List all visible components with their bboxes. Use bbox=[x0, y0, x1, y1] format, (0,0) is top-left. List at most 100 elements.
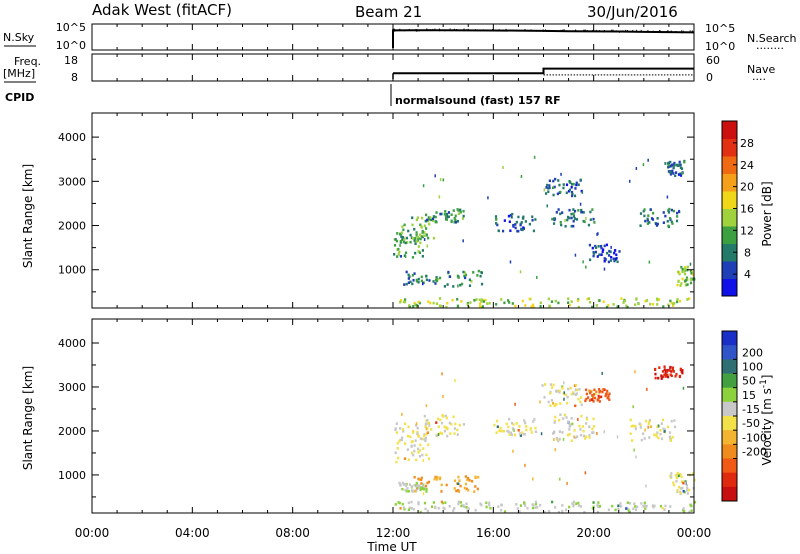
scatter-cell bbox=[394, 428, 397, 431]
scatter-cell bbox=[407, 425, 410, 429]
scatter-cell bbox=[415, 218, 418, 222]
scatter-cell bbox=[588, 258, 592, 262]
scatter-cell bbox=[482, 300, 485, 303]
scatter-cell bbox=[566, 395, 569, 399]
scatter-cell bbox=[464, 276, 467, 280]
scatter-cell bbox=[436, 278, 440, 281]
scatter-cell bbox=[692, 273, 695, 277]
scatter-cell bbox=[457, 500, 460, 504]
scatter-cell bbox=[428, 424, 431, 427]
scatter-cell bbox=[462, 239, 464, 243]
scatter-cell bbox=[558, 389, 561, 393]
scatter-cell bbox=[576, 388, 579, 392]
scatter-cell bbox=[402, 300, 405, 304]
scatter-cell bbox=[419, 486, 422, 489]
scatter-cell bbox=[690, 509, 693, 513]
scatter-cell bbox=[439, 418, 442, 422]
scatter-cell bbox=[575, 392, 578, 395]
scatter-cell bbox=[420, 487, 424, 490]
scatter-cell bbox=[505, 422, 508, 426]
scatter-cell bbox=[407, 229, 410, 233]
nsearch-point bbox=[692, 31, 694, 33]
scatter-cell bbox=[577, 183, 580, 187]
velocity-data bbox=[394, 365, 697, 514]
scatter-cell bbox=[643, 437, 646, 440]
scatter-cell bbox=[642, 504, 645, 508]
scatter-cell bbox=[477, 269, 480, 273]
range-tick-label: 4000 bbox=[58, 131, 86, 144]
scatter-cell bbox=[686, 265, 689, 269]
scatter-cell bbox=[474, 485, 477, 488]
scatter-cell bbox=[686, 278, 689, 281]
scatter-cell bbox=[480, 305, 483, 309]
scatter-cell bbox=[553, 419, 556, 423]
scatter-cell bbox=[690, 271, 693, 275]
scatter-cell bbox=[425, 490, 428, 493]
scatter-cell bbox=[562, 183, 565, 186]
scatter-cell bbox=[673, 161, 676, 165]
freq-unit-label: [MHz] bbox=[3, 67, 35, 80]
scatter-cell bbox=[688, 510, 691, 514]
nsearch-point bbox=[428, 29, 430, 31]
scatter-cell bbox=[427, 217, 430, 221]
scatter-cell bbox=[673, 425, 677, 429]
scatter-cell bbox=[518, 425, 521, 428]
scatter-cell bbox=[647, 158, 649, 162]
scatter-cell bbox=[592, 252, 596, 255]
scatter-cell bbox=[580, 208, 583, 212]
scatter-cell bbox=[593, 221, 596, 224]
scatter-cell bbox=[679, 491, 682, 495]
velocity-title-tail: ] bbox=[760, 375, 774, 380]
scatter-cell bbox=[489, 506, 492, 510]
scatter-cell bbox=[674, 474, 677, 477]
scatter-cell bbox=[662, 221, 665, 224]
scatter-cell bbox=[676, 270, 680, 274]
scatter-cell bbox=[474, 475, 477, 479]
nave-point bbox=[615, 74, 618, 76]
nsearch-point bbox=[620, 30, 622, 32]
nsearch-point bbox=[515, 29, 517, 31]
nsearch-point bbox=[542, 30, 544, 32]
scatter-cell bbox=[403, 300, 407, 304]
scatter-cell bbox=[416, 235, 420, 239]
scatter-cell bbox=[667, 209, 670, 212]
scatter-cell bbox=[641, 432, 645, 435]
power-colorbar-swatch bbox=[722, 121, 737, 139]
scatter-cell bbox=[420, 279, 424, 283]
scatter-cell bbox=[591, 398, 594, 401]
scatter-cell bbox=[571, 192, 574, 196]
scatter-cell bbox=[603, 388, 606, 392]
scatter-cell bbox=[416, 238, 420, 242]
scatter-cell bbox=[568, 216, 571, 220]
scatter-cell bbox=[682, 269, 686, 273]
scatter-cell bbox=[459, 208, 462, 212]
scatter-cell bbox=[663, 508, 666, 511]
nsky-left-tick-bottom: 10^0 bbox=[56, 39, 86, 52]
scatter-cell bbox=[574, 383, 577, 387]
scatter-cell bbox=[459, 501, 463, 504]
scatter-cell bbox=[531, 218, 534, 222]
scatter-cell bbox=[531, 506, 535, 510]
range-tick-label: 4000 bbox=[58, 337, 86, 350]
scatter-cell bbox=[406, 487, 409, 490]
scatter-cell bbox=[520, 174, 523, 178]
scatter-cell bbox=[435, 434, 438, 437]
scatter-cell bbox=[519, 270, 522, 274]
scatter-cell bbox=[534, 506, 537, 509]
scatter-cell bbox=[596, 503, 599, 507]
scatter-cell bbox=[453, 220, 456, 224]
scatter-cell bbox=[599, 244, 603, 248]
nsky-right-tick-top: 10^5 bbox=[705, 22, 735, 35]
scatter-cell bbox=[583, 511, 586, 514]
scatter-cell bbox=[657, 376, 660, 380]
scatter-cell bbox=[512, 223, 515, 227]
scatter-cell bbox=[408, 275, 411, 278]
scatter-cell bbox=[570, 439, 573, 443]
scatter-cell bbox=[496, 419, 499, 423]
nave-point bbox=[561, 74, 564, 76]
scatter-cell bbox=[670, 419, 673, 423]
scatter-cell bbox=[418, 484, 421, 487]
nsearch-point bbox=[627, 30, 629, 32]
scatter-cell bbox=[424, 507, 427, 511]
scatter-cell bbox=[561, 385, 564, 389]
